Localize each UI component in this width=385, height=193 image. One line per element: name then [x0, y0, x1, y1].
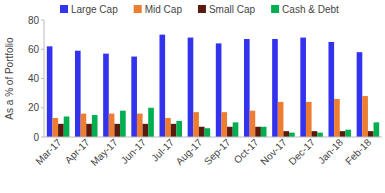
legend-label: Small Cap — [209, 4, 256, 15]
bar — [340, 131, 346, 137]
bar — [143, 124, 149, 137]
y-axis — [44, 20, 45, 137]
bar — [362, 96, 368, 137]
bar — [131, 57, 137, 137]
bar — [137, 114, 143, 137]
bar — [357, 52, 363, 137]
bar — [306, 102, 312, 137]
bar — [250, 111, 256, 137]
y-tick-label: 60 — [28, 44, 40, 55]
legend-swatch — [271, 5, 279, 13]
y-tick-label: 80 — [28, 15, 40, 26]
legend-label: Large Cap — [71, 4, 118, 15]
bar — [221, 112, 227, 137]
x-tick-label: Feb-18 — [343, 136, 373, 166]
bar — [283, 131, 289, 137]
bar — [188, 38, 194, 137]
bar — [47, 46, 53, 137]
bar — [52, 118, 58, 137]
bar — [148, 108, 154, 137]
bar — [75, 51, 81, 137]
x-tick-label: Aug-17 — [174, 136, 205, 167]
bars — [47, 35, 379, 137]
bar — [114, 124, 120, 137]
chart-container: As a % of Portfolio 0 20 40 60 80 Mar-17Apr-17… — [0, 0, 385, 193]
x-tick-label: Apr-17 — [63, 136, 92, 165]
bar — [261, 127, 267, 137]
bar — [368, 131, 374, 137]
legend-swatch — [198, 5, 206, 13]
x-tick-label: Nov-17 — [258, 136, 289, 167]
x-tick-label: May-17 — [88, 136, 120, 168]
bar — [317, 133, 323, 137]
bar — [103, 54, 109, 137]
chart-svg: As a % of Portfolio 0 20 40 60 80 Mar-17Apr-17… — [0, 0, 385, 193]
bar — [205, 128, 211, 137]
bar — [176, 121, 182, 137]
bar — [165, 118, 171, 137]
bar — [159, 35, 165, 137]
y-tick-label: 20 — [28, 102, 40, 113]
bar — [227, 127, 233, 137]
x-tick-label: Jan-18 — [316, 136, 346, 166]
bar — [64, 117, 70, 137]
bar — [374, 122, 380, 137]
bar — [289, 133, 295, 137]
bar — [120, 111, 126, 137]
x-tick-label: Sep-17 — [202, 136, 233, 167]
y-tick-label: 0 — [33, 132, 39, 143]
bar — [193, 112, 199, 137]
bar — [328, 42, 334, 137]
bar — [334, 99, 340, 137]
bar — [272, 39, 278, 137]
x-tick-label: Jul-17 — [149, 136, 176, 163]
legend-label: Cash & Debt — [282, 4, 339, 15]
bar — [109, 114, 115, 137]
bar — [81, 114, 87, 137]
legend-swatch — [60, 5, 68, 13]
x-axis — [44, 137, 382, 138]
bar — [216, 43, 222, 137]
bar — [244, 39, 250, 137]
x-tick-label: Oct-17 — [232, 136, 261, 165]
bar — [300, 38, 306, 137]
bar — [58, 124, 64, 137]
x-tick-label: Mar-17 — [33, 136, 63, 166]
bar — [255, 127, 261, 137]
x-tick-label: Dec-17 — [286, 136, 317, 167]
bar — [199, 127, 205, 137]
y-tick-label: 40 — [28, 73, 40, 84]
legend-swatch — [134, 5, 142, 13]
bar — [312, 131, 318, 137]
legend-label: Mid Cap — [145, 4, 183, 15]
bar — [92, 115, 98, 137]
bar — [171, 124, 177, 137]
bar — [86, 124, 92, 137]
y-axis-label: As a % of Portfolio — [4, 37, 15, 120]
legend: Large Cap Mid Cap Small Cap Cash & Debt — [60, 4, 339, 15]
bar — [345, 130, 351, 137]
x-tick-label: Jun-17 — [119, 136, 149, 166]
bar — [233, 122, 239, 137]
bar — [278, 102, 284, 137]
